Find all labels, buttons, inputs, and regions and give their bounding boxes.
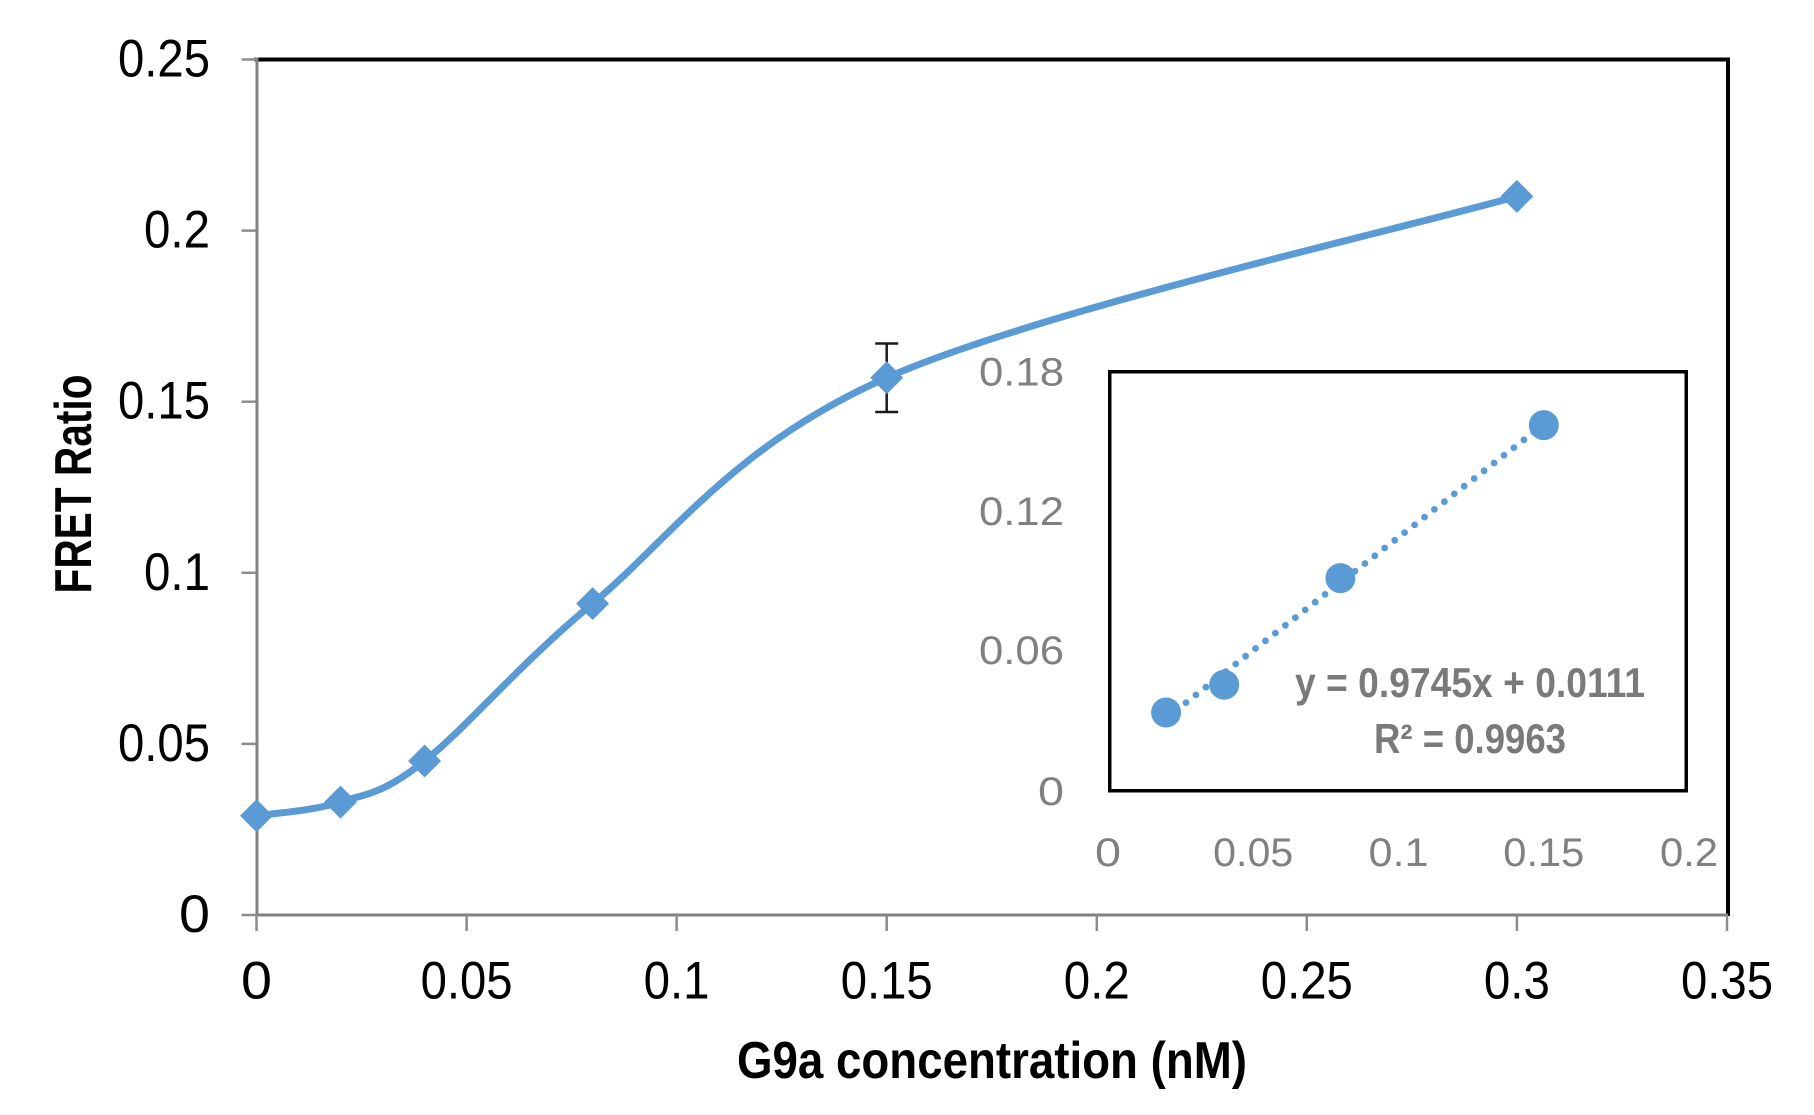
svg-text:0.12: 0.12 [979, 490, 1064, 534]
svg-text:FRET Ratio: FRET Ratio [45, 375, 103, 594]
svg-text:0.05: 0.05 [421, 952, 513, 1011]
svg-text:0.1: 0.1 [644, 952, 710, 1011]
svg-text:0.06: 0.06 [979, 629, 1064, 673]
svg-text:0.05: 0.05 [118, 714, 210, 773]
svg-text:G9a concentration (nM): G9a concentration (nM) [737, 1032, 1247, 1090]
svg-text:0: 0 [1095, 831, 1121, 875]
svg-text:0.15: 0.15 [841, 952, 933, 1011]
svg-text:0.35: 0.35 [1681, 952, 1773, 1011]
svg-text:0.1: 0.1 [144, 543, 210, 602]
svg-text:0.15: 0.15 [1503, 831, 1584, 875]
svg-text:0.2: 0.2 [1660, 831, 1718, 875]
svg-text:0.18: 0.18 [979, 351, 1064, 395]
svg-text:0.25: 0.25 [1261, 952, 1353, 1011]
svg-text:0: 0 [241, 952, 272, 1011]
svg-text:0.15: 0.15 [118, 372, 210, 431]
svg-text:0: 0 [179, 885, 210, 944]
svg-text:0.3: 0.3 [1484, 952, 1550, 1011]
svg-text:0.2: 0.2 [1064, 952, 1130, 1011]
svg-text:R² = 0.9963: R² = 0.9963 [1374, 715, 1566, 762]
svg-text:0.05: 0.05 [1213, 831, 1293, 875]
svg-text:y = 0.9745x + 0.0111: y = 0.9745x + 0.0111 [1295, 659, 1645, 706]
svg-text:0.2: 0.2 [144, 201, 210, 260]
svg-text:0.1: 0.1 [1369, 831, 1429, 875]
svg-text:0.25: 0.25 [118, 30, 210, 89]
svg-text:0: 0 [1038, 770, 1064, 814]
